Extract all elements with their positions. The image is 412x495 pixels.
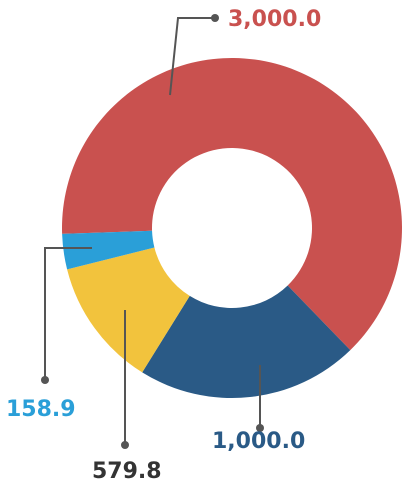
value-label: 579.8 xyxy=(92,459,162,484)
value-label: 3,000.0 xyxy=(228,7,321,32)
leader-dot xyxy=(211,14,219,22)
value-label: 1,000.0 xyxy=(212,429,305,454)
leader-line xyxy=(44,247,92,380)
slice xyxy=(62,57,402,351)
slice xyxy=(142,285,351,398)
leader-line xyxy=(169,17,215,96)
slice xyxy=(67,247,190,373)
leader-dot xyxy=(41,376,49,384)
slice xyxy=(62,230,155,270)
leader-dot xyxy=(121,441,129,449)
leader-dot xyxy=(256,424,264,432)
value-label: 158.9 xyxy=(6,397,76,422)
